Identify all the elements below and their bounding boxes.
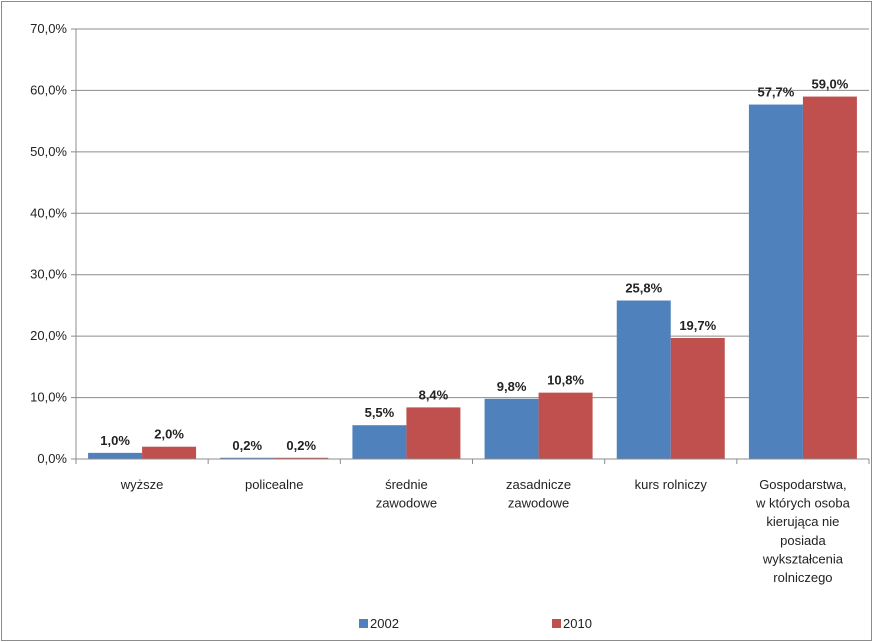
bar [670,337,725,459]
category-label: zawodowe [376,496,437,511]
y-tick-label: 0,0% [37,451,67,466]
data-label: 59,0% [811,77,848,92]
bar [538,392,593,459]
data-label: 57,7% [757,85,794,100]
category-label: średnie [385,477,428,492]
legend-label: 2002 [370,616,399,631]
axes [75,29,870,464]
category-label: posiada [780,533,826,548]
legend: 2002 2010 [359,616,592,631]
data-labels: 1,0% 2,0% 0,2% 0,2% 5,5% 8,4% 9,8% 10,8% 25,8% 19… [100,77,849,453]
bar [352,425,407,459]
legend-swatch [552,619,561,628]
category-labels: wyższe policealne średnie zawodowe zasadnicz… [120,477,851,585]
bar [220,457,275,459]
y-tick-label: 50,0% [30,144,67,159]
bar [142,446,197,459]
bar [406,407,461,459]
bar [748,104,803,460]
data-label: 25,8% [625,281,662,296]
y-tick-label: 40,0% [30,205,67,220]
data-label: 0,2% [232,438,262,453]
legend-swatch [359,619,368,628]
y-axis-ticks: 0,0% 10,0% 20,0% 30,0% 40,0% 50,0% 60,0% 70,0% [30,21,76,466]
bar [802,96,857,460]
bar [88,452,143,459]
data-label: 2,0% [154,427,184,442]
data-label: 8,4% [419,387,449,402]
category-label: zasadnicze [506,477,571,492]
category-label: rolniczego [773,570,832,585]
data-label: 19,7% [679,318,716,333]
y-tick-label: 20,0% [30,328,67,343]
data-label: 10,8% [547,373,584,388]
category-label: w których osoba [755,496,851,511]
gridlines [76,28,869,399]
y-tick-label: 30,0% [30,267,67,282]
category-label: wyższe [120,477,164,492]
category-label: kierująca nie [766,514,839,529]
data-label: 5,5% [365,405,395,420]
category-label: wykształcenia [762,551,844,566]
data-label: 0,2% [286,438,316,453]
bar [274,457,329,459]
data-label: 9,8% [497,379,527,394]
data-label: 1,0% [100,433,130,448]
category-label: Gospodarstwa, [759,477,846,492]
bar [616,300,671,459]
y-tick-label: 60,0% [30,82,67,97]
y-tick-label: 10,0% [30,390,67,405]
bar [484,398,539,459]
category-label: zawodowe [508,496,569,511]
category-label: kurs rolniczy [635,477,708,492]
legend-label: 2010 [563,616,592,631]
bars [88,96,857,460]
y-tick-label: 70,0% [30,21,67,36]
category-label: policealne [245,477,304,492]
